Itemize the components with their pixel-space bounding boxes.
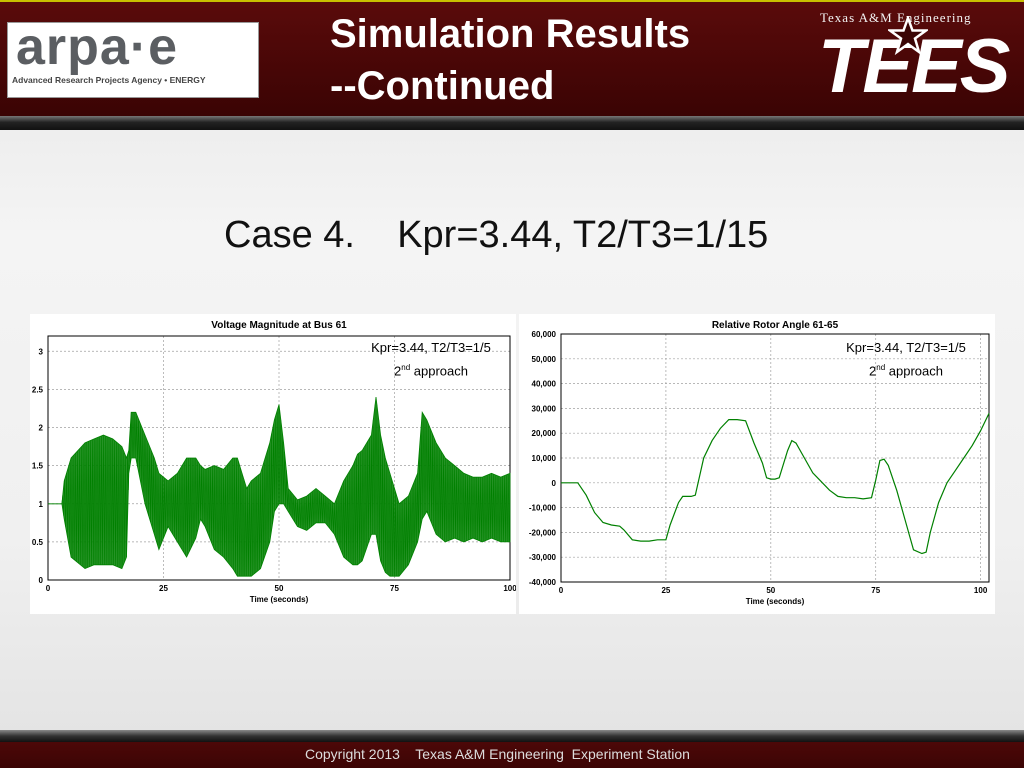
copyright-text: Copyright 2013 Texas A&M Engineering Exp… bbox=[305, 746, 690, 762]
chart-2-y-tick-label: 40,000 bbox=[532, 380, 557, 389]
arpa-e-logo-word: arpa·e bbox=[16, 18, 179, 76]
tees-logo-caption: Texas A&M Engineering bbox=[820, 10, 972, 25]
case-subtitle: Case 4. Kpr=3.44, T2/T3=1/15 bbox=[224, 214, 769, 256]
chart-1-series-line bbox=[48, 404, 511, 577]
chart-2-x-tick-label: 0 bbox=[559, 586, 564, 595]
slide-title: Simulation Results --Continued bbox=[330, 8, 690, 112]
voltage-magnitude-chart: Voltage Magnitude at Bus 61 0 0.5 1 1.5 2 2.5 3… bbox=[30, 314, 517, 614]
slide-title-line-2: --Continued bbox=[330, 64, 555, 108]
rotor-angle-chart: Relative Rotor Angle 61-65 -40,000 -30,000… bbox=[519, 314, 995, 614]
chart-1-y-tick-label: 2 bbox=[39, 424, 44, 433]
voltage-magnitude-plot: Voltage Magnitude at Bus 61 0 0.5 1 1.5 2 2.5 3… bbox=[32, 320, 517, 604]
chart-1-x-axis-label: Time (seconds) bbox=[250, 595, 309, 604]
chart-2-y-tick-label: 50,000 bbox=[532, 355, 557, 364]
chart-1-x-tick-label: 25 bbox=[159, 584, 168, 593]
chart-1-y-tick-label: 0.5 bbox=[32, 538, 44, 547]
chart-1-x-tick-label: 100 bbox=[503, 584, 516, 593]
chart-2-y-tick-label: 0 bbox=[552, 479, 557, 488]
chart-1-annotation-line-2: 2nd approach bbox=[394, 363, 468, 379]
chart-2-x-tick-label: 25 bbox=[661, 586, 670, 595]
chart-2-annotation-line-1: Kpr=3.44, T2/T3=1/5 bbox=[846, 340, 966, 355]
chart-2-y-tick-label: 10,000 bbox=[532, 454, 557, 463]
chart-2-y-tick-label: -30,000 bbox=[529, 553, 557, 562]
chart-1-x-tick-label: 75 bbox=[390, 584, 399, 593]
rotor-angle-plot: Relative Rotor Angle 61-65 -40,000 -30,000… bbox=[529, 320, 990, 606]
chart-2-x-tick-label: 50 bbox=[766, 586, 775, 595]
chart-2-y-tick-label: -40,000 bbox=[529, 578, 557, 587]
chart-2-y-tick-label: 60,000 bbox=[532, 330, 557, 339]
chart-2-y-tick-label: -10,000 bbox=[529, 504, 557, 513]
slide-title-line-1: Simulation Results bbox=[330, 12, 691, 56]
star-icon bbox=[888, 16, 928, 56]
arpa-e-logo: arpa·e Advanced Research Projects Agency… bbox=[7, 18, 259, 98]
chart-1-y-tick-label: 1 bbox=[39, 500, 44, 509]
chart-2-title: Relative Rotor Angle 61-65 bbox=[712, 320, 839, 331]
chart-2-series-line bbox=[561, 413, 990, 555]
chart-1-y-tick-label: 2.5 bbox=[32, 385, 44, 394]
chart-2-y-tick-label: 20,000 bbox=[532, 429, 557, 438]
chart-2-y-tick-label: 30,000 bbox=[532, 404, 557, 413]
chart-2-y-tick-label: -20,000 bbox=[529, 528, 557, 537]
chart-1-y-tick-label: 3 bbox=[39, 347, 44, 356]
chart-2-plot-frame bbox=[560, 333, 990, 583]
tees-logo: Texas A&M Engineering TEES bbox=[816, 8, 1011, 112]
chart-2-annotation-line-2: 2nd approach bbox=[869, 363, 943, 379]
footer-bar: Copyright 2013 Texas A&M Engineering Exp… bbox=[0, 742, 1024, 768]
footer-divider bbox=[0, 730, 1024, 742]
chart-1-annotation: Kpr=3.44, T2/T3=1/5 2nd approach bbox=[356, 338, 506, 381]
chart-1-title: Voltage Magnitude at Bus 61 bbox=[211, 320, 347, 331]
chart-2-x-axis-label: Time (seconds) bbox=[746, 597, 805, 606]
header-banner: arpa·e Advanced Research Projects Agency… bbox=[0, 0, 1024, 116]
chart-1-x-tick-label: 0 bbox=[46, 584, 51, 593]
chart-1-y-tick-label: 0 bbox=[39, 576, 44, 585]
header-divider bbox=[0, 116, 1024, 130]
chart-1-y-tick-label: 1.5 bbox=[32, 462, 44, 471]
chart-2-x-tick-label: 100 bbox=[974, 586, 988, 595]
chart-1-plot-frame bbox=[47, 335, 511, 581]
chart-1-annotation-line-1: Kpr=3.44, T2/T3=1/5 bbox=[371, 340, 491, 355]
arpa-e-logo-tagline: Advanced Research Projects Agency • ENER… bbox=[12, 75, 206, 85]
chart-2-annotation: Kpr=3.44, T2/T3=1/5 2nd approach bbox=[831, 338, 981, 381]
chart-2-x-tick-label: 75 bbox=[871, 586, 880, 595]
chart-1-x-tick-label: 50 bbox=[275, 584, 284, 593]
